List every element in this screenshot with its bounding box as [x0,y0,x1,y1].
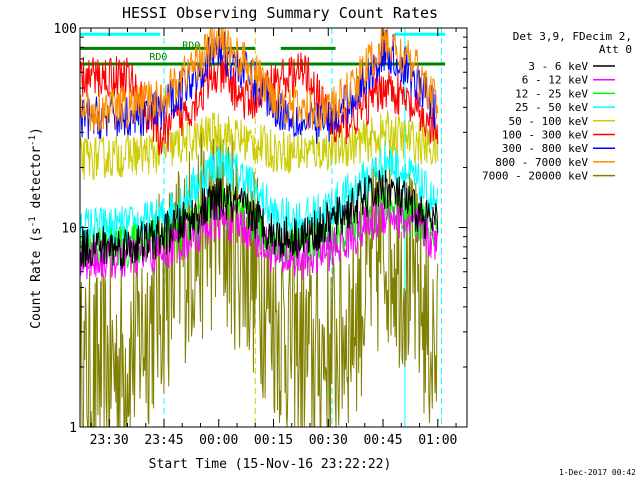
legend-label-7: 800 - 7000 keV [495,156,588,169]
y-tick-label-0: 1 [69,421,77,436]
legend-label-8: 7000 - 20000 keV [482,170,588,183]
x-axis-label: Start Time (15-Nov-16 23:22:22) [149,457,392,472]
y-tick-label-2: 100 [54,22,77,37]
legend-label-2: 12 - 25 keV [515,87,588,100]
y-axis-label-end: ) [29,127,44,135]
x-tick-label-3: 00:15 [254,433,293,448]
series-line-4 [79,110,439,181]
annotation-1: RD0 [149,52,167,63]
x-ticks: 23:30 23:45 00:00 00:15 00:30 00:45 01:00 [90,28,457,448]
chart-title: HESSI Observing Summary Count Rates [122,4,438,22]
x-tick-label-5: 00:45 [363,433,402,448]
x-tick-label-0: 23:30 [90,433,129,448]
timestamp: 1-Dec-2017 00:42 [559,468,636,477]
series-line-0 [79,169,439,269]
series-line-7 [79,27,439,132]
y-tick-label-1: 10 [61,222,77,237]
y-axis-label-tail: detector [29,146,44,217]
legend-header-line-2: Att 0 [599,43,632,56]
annotations: RD0 RD0 [149,40,200,63]
y-axis-label-main: Count Rate (s [29,227,44,329]
series-line-1 [79,198,439,281]
x-tick-label-2: 00:00 [199,433,238,448]
legend-label-1: 6 - 12 keV [522,74,589,87]
legend-header-line-1: Det 3,9, FDecim 2, [513,30,632,43]
y-axis-label: Count Rate (s-1 detector-1) [28,127,44,329]
x-tick-label-6: 01:00 [418,433,457,448]
annotation-0: RD0 [182,40,200,51]
legend-label-5: 100 - 300 keV [502,129,588,142]
legend-label-4: 50 - 100 keV [509,115,589,128]
y-axis-label-sup: -1 [28,216,38,227]
legend-label-6: 300 - 800 keV [502,142,588,155]
x-tick-label-1: 23:45 [144,433,183,448]
series-line-8 [79,127,439,428]
series-lines [79,27,439,428]
legend-label-0: 3 - 6 keV [528,60,588,73]
x-tick-label-4: 00:30 [309,433,348,448]
y-ticks: 1 10 100 [54,22,467,436]
legend-label-3: 25 - 50 keV [515,101,588,114]
y-axis-label-sup2: -1 [28,135,38,146]
